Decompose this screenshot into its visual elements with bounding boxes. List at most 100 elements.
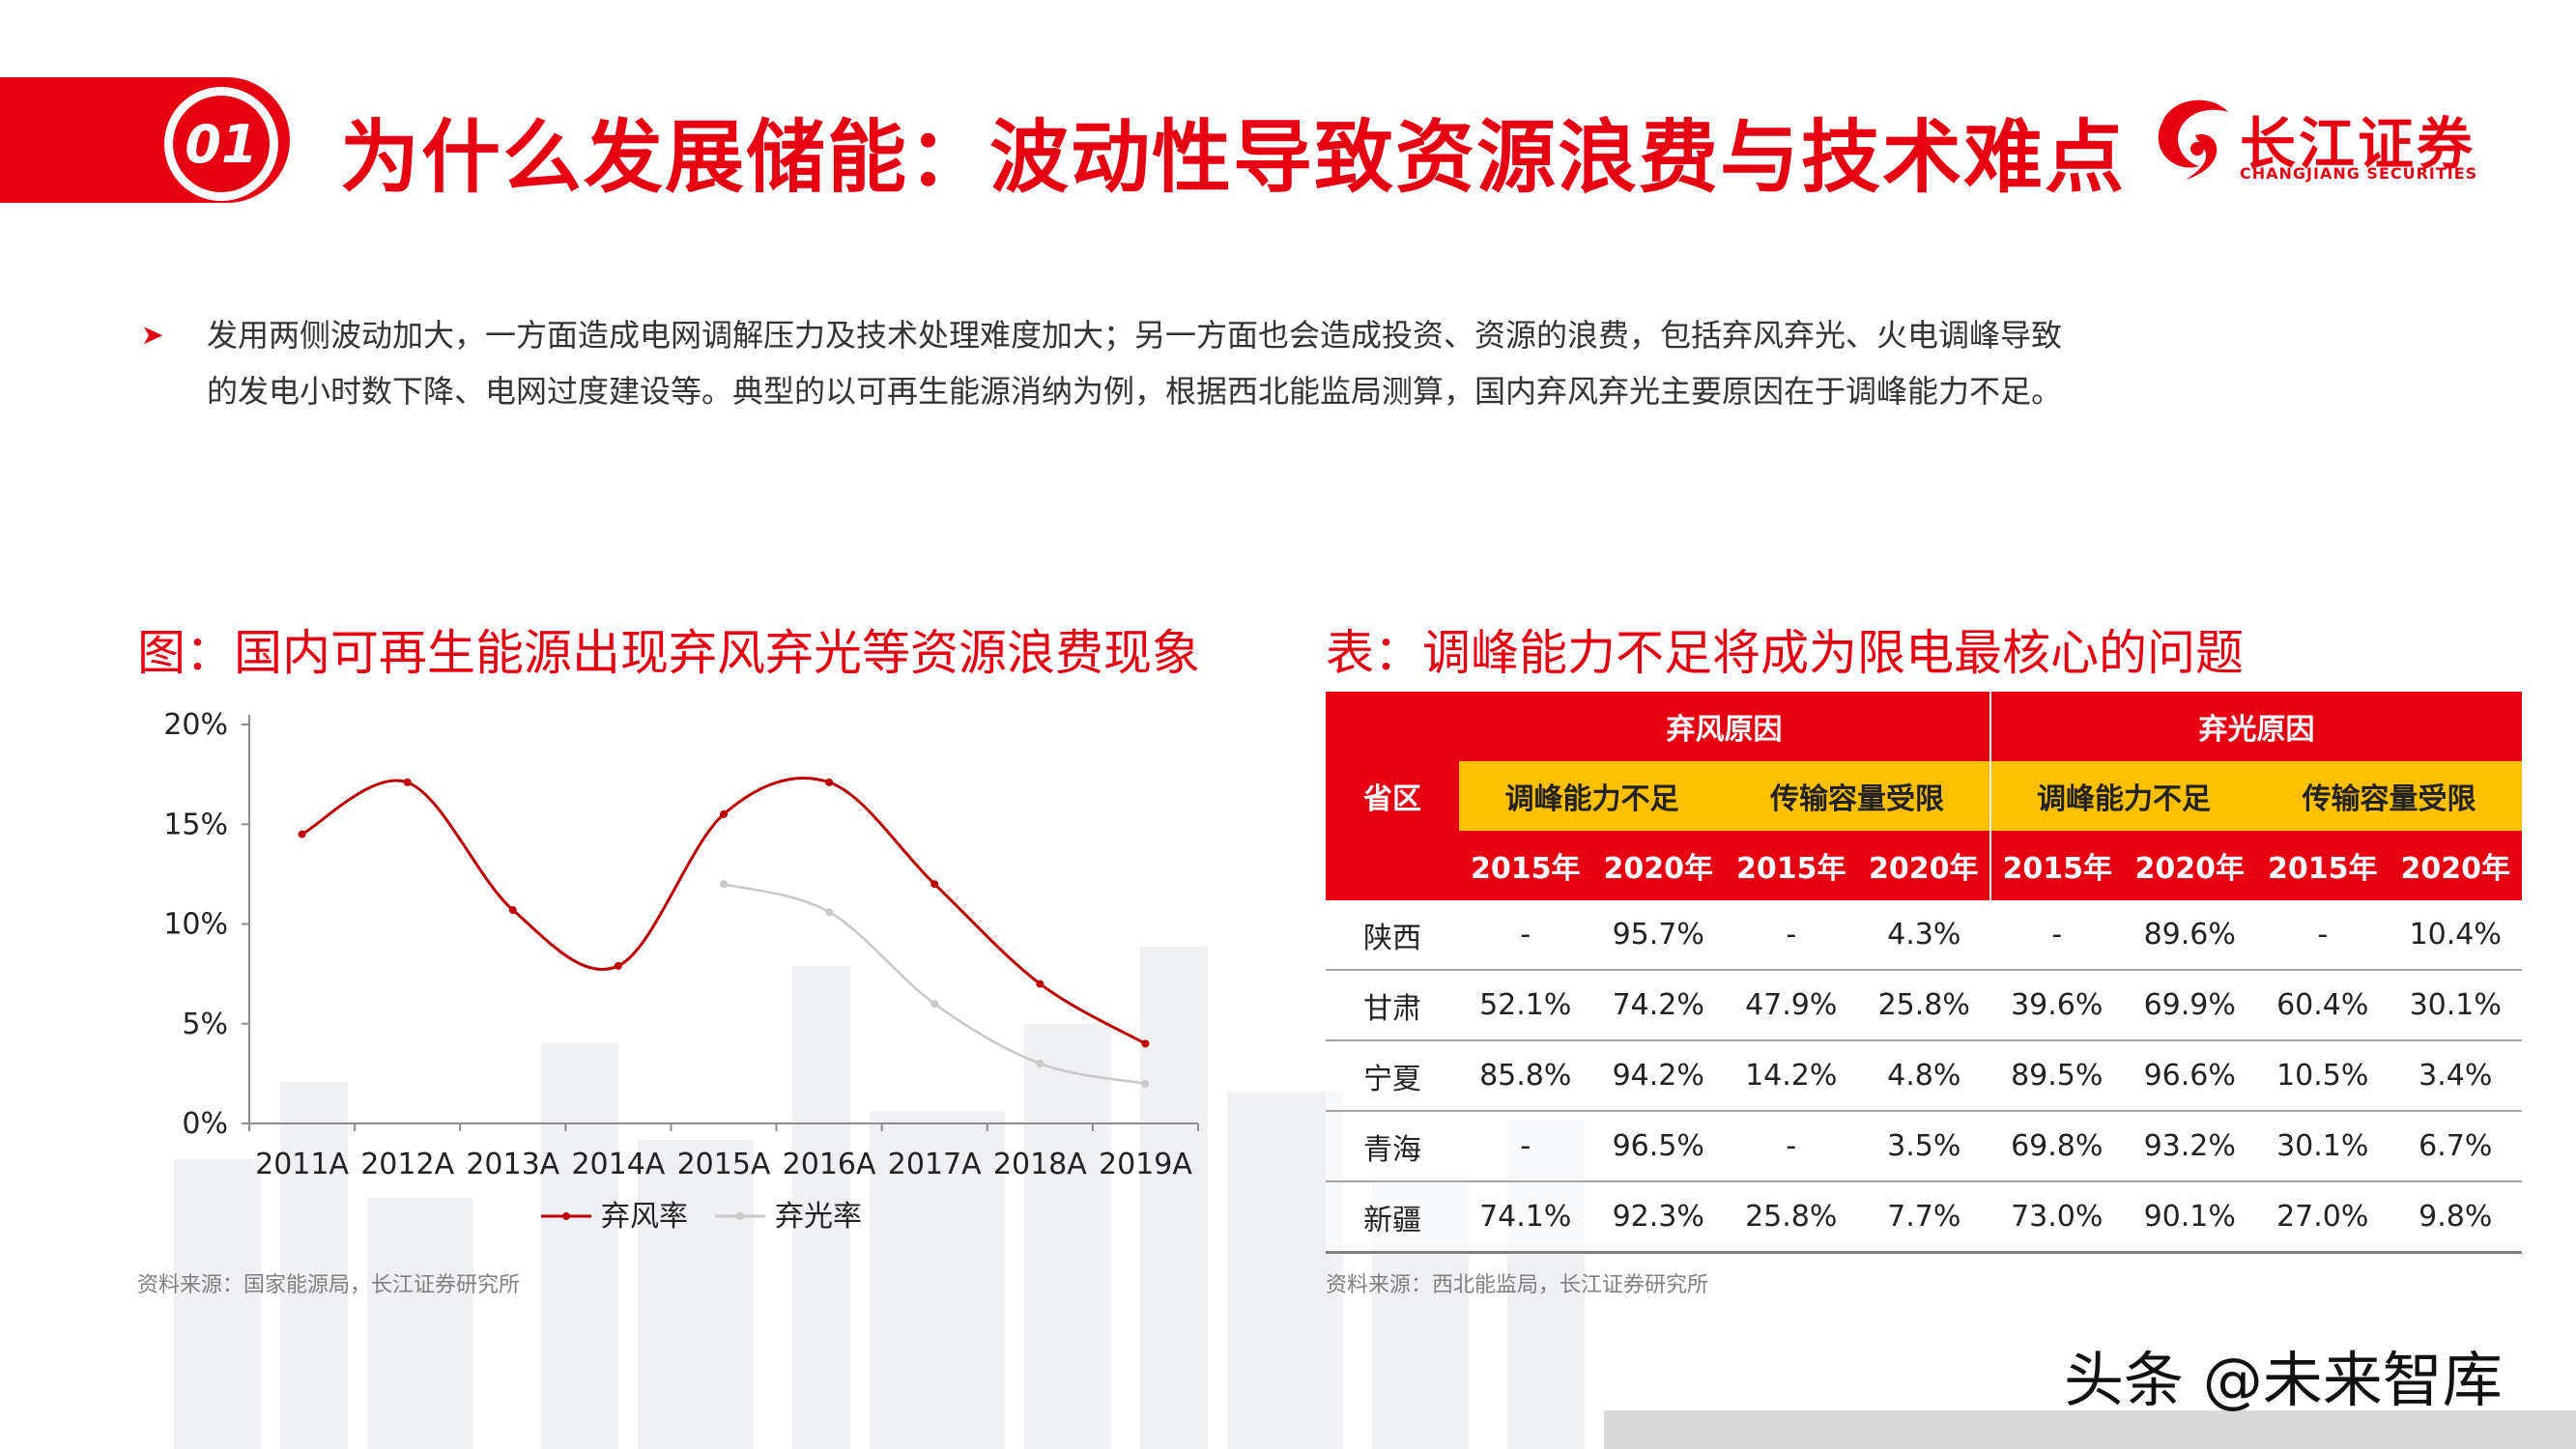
subgroup-header: 传输容量受限: [2256, 761, 2522, 831]
province-cell: 陕西: [1326, 900, 1459, 971]
province-cell: 青海: [1326, 1111, 1459, 1182]
x-tick-label: 2013A: [466, 1148, 559, 1181]
data-point-solar: [1036, 1060, 1045, 1068]
x-tick-label: 2011A: [255, 1148, 349, 1181]
bullet-paragraph: ➤ 发用两侧波动加大，一方面造成电网调解压力及技术处理难度加大；另一方面也会造成…: [141, 307, 2195, 419]
table-cell: 90.1%: [2123, 1181, 2256, 1254]
data-point-solar: [930, 1000, 939, 1009]
company-logo: 长江证券 CHANGJIANG SECURITIES: [2153, 93, 2476, 189]
province-cell: 新疆: [1326, 1181, 1459, 1254]
legend-marker: [736, 1212, 744, 1220]
table-cell: 47.9%: [1725, 970, 1858, 1041]
bullet-line-1: 发用两侧波动加大，一方面造成电网调解压力及技术处理难度加大；另一方面也会造成投资…: [207, 317, 2063, 354]
x-tick-label: 2016A: [783, 1148, 876, 1181]
data-point-wind: [930, 880, 939, 889]
province-cell: 甘肃: [1326, 970, 1459, 1041]
subgroup-header: 调峰能力不足: [1459, 761, 1725, 831]
table-source: 资料来源：西北能监局，长江证券研究所: [1326, 1273, 1709, 1297]
x-tick-label: 2018A: [993, 1148, 1087, 1181]
year-header: 2015年: [1989, 831, 2124, 900]
table-cell: 9.8%: [2389, 1181, 2522, 1254]
y-tick-label: 20%: [163, 708, 228, 742]
table-row: 宁夏 85.8% 94.2% 14.2% 4.8% 89.5% 96.6% 10…: [1326, 1040, 2522, 1112]
data-point-solar: [720, 880, 728, 889]
table-cell: 85.8%: [1459, 1040, 1592, 1112]
table-cell: 52.1%: [1459, 970, 1592, 1041]
data-point-solar: [825, 908, 834, 917]
group-header-wind: 弃风原因: [1459, 692, 1990, 761]
table-cell: 39.6%: [1990, 970, 2124, 1041]
table-cell: -: [1725, 900, 1858, 971]
table-cell: 60.4%: [2256, 970, 2390, 1041]
y-tick-label: 0%: [182, 1107, 228, 1141]
x-tick-label: 2019A: [1099, 1148, 1192, 1181]
table-cell: 95.7%: [1591, 900, 1725, 971]
table-cell: -: [1725, 1111, 1858, 1182]
table-cell: 74.2%: [1591, 970, 1725, 1041]
table-cell: 92.3%: [1591, 1181, 1725, 1254]
subgroup-header: 传输容量受限: [1725, 761, 1990, 831]
legend-label: 弃风率: [601, 1200, 688, 1234]
data-point-wind: [825, 778, 834, 786]
data-point-wind: [1036, 980, 1045, 988]
series-line-wind: [301, 777, 1147, 1045]
table-cell: 93.2%: [2123, 1111, 2256, 1182]
section-number-badge: 01: [164, 87, 278, 201]
table-cell: 27.0%: [2256, 1181, 2390, 1254]
chart-source: 资料来源：国家能源局，长江证券研究所: [137, 1273, 521, 1297]
x-tick-label: 2015A: [677, 1148, 771, 1181]
table-cell: -: [1990, 900, 2124, 971]
year-header: 2015年: [1459, 831, 1592, 900]
page-title: 为什么发展储能：波动性导致资源浪费与技术难点: [340, 112, 2127, 204]
logo-emblem-icon: [2158, 99, 2228, 180]
year-header: 2020年: [2123, 831, 2256, 900]
table-cell: 3.4%: [2389, 1040, 2522, 1112]
table-cell: 89.5%: [1990, 1040, 2124, 1112]
table-cell: 69.9%: [2123, 970, 2256, 1041]
data-point-wind: [720, 810, 728, 818]
data-point-wind: [614, 961, 622, 970]
y-tick-label: 5%: [182, 1008, 228, 1041]
chart-title: 图：国内可再生能源出现弃风弃光等资源浪费现象: [137, 625, 1200, 681]
table-cell: 94.2%: [1591, 1040, 1725, 1112]
table-cell: 7.7%: [1857, 1181, 1990, 1254]
data-point-solar: [1141, 1079, 1150, 1088]
table-row: 甘肃 52.1% 74.2% 47.9% 25.8% 39.6% 69.9% 6…: [1326, 970, 2522, 1041]
table-cell: 10.5%: [2256, 1040, 2390, 1112]
data-point-wind: [298, 830, 306, 838]
logo-name: 长江证券: [2240, 111, 2476, 177]
y-tick-label: 15%: [163, 808, 228, 841]
bullet-arrow-icon: ➤: [141, 319, 164, 351]
table-cell: 73.0%: [1990, 1181, 2124, 1254]
table-cell: -: [1459, 900, 1592, 971]
year-header: 2015年: [1725, 831, 1858, 900]
bullet-line-2: 的发电小时数下降、电网过度建设等。典型的以可再生能源消纳为例，根据西北能监局测算…: [207, 373, 2063, 410]
series-line-solar: [723, 882, 1146, 1085]
table-cell: 6.7%: [2389, 1111, 2522, 1182]
table-cell: 25.8%: [1725, 1181, 1858, 1254]
table-cell: 4.8%: [1857, 1040, 1990, 1112]
table-title: 表：调峰能力不足将成为限电最核心的问题: [1326, 625, 2244, 681]
table-cell: 96.6%: [2123, 1040, 2256, 1112]
table-row: 陕西 - 95.7% - 4.3% - 89.6% - 10.4%: [1326, 900, 2522, 971]
year-header: 2020年: [2389, 831, 2522, 900]
province-cell: 宁夏: [1326, 1040, 1459, 1112]
table-cell: -: [1459, 1111, 1592, 1182]
group-header-solar: 弃光原因: [1989, 692, 2522, 761]
y-tick-label: 10%: [163, 908, 228, 942]
watermark-text: 头条 @未来智库: [2064, 1345, 2503, 1415]
table-cell: 89.6%: [2123, 900, 2256, 971]
table-cell: 30.1%: [2256, 1111, 2390, 1182]
section-number: 01: [173, 96, 270, 192]
year-header: 2020年: [1857, 831, 1990, 900]
year-header: 2015年: [2256, 831, 2390, 900]
table-cell: 74.1%: [1459, 1181, 1592, 1254]
data-point-wind: [508, 906, 517, 915]
x-tick-label: 2012A: [360, 1148, 454, 1181]
legend-marker: [562, 1212, 570, 1220]
table-cell: 14.2%: [1725, 1040, 1858, 1112]
curtailment-line-chart: 0% 5% 10% 15% 20% 2011A 2012A 2013A 2014A 2015A 20…: [163, 708, 1199, 1234]
year-header: 2020年: [1591, 831, 1725, 900]
logo-subtitle: CHANGJIANG SECURITIES: [2240, 164, 2478, 183]
